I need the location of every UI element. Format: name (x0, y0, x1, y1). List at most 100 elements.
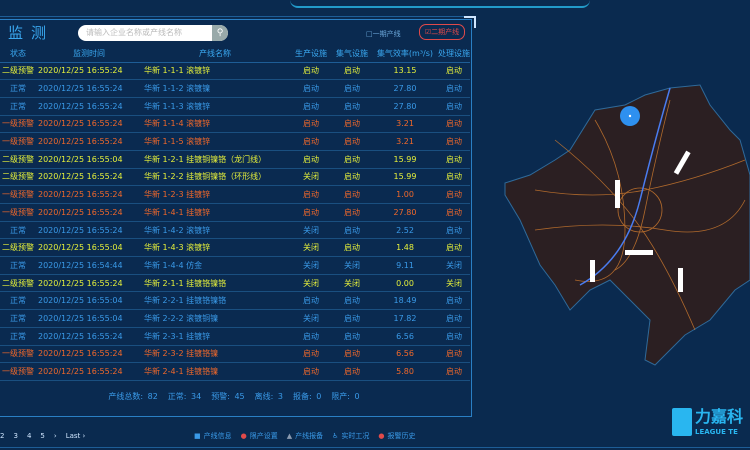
line-name-cell: 华新 1-4-3 滚镀锌 (140, 238, 290, 258)
page-link[interactable]: › (53, 432, 57, 440)
treatment-cell: 启动 (438, 327, 470, 346)
page-link[interactable]: 4 (26, 432, 32, 440)
collection-cell: 启动 (332, 132, 372, 151)
table-row[interactable]: 正常 2020/12/25 16:55:04 华新 2-2-2 滚镀铜镍 关闭 启动 17… (0, 309, 470, 328)
table-row[interactable]: 一级预警 2020/12/25 16:55:24 华新 1-2-3 挂镀锌 启动 启动 1… (0, 185, 470, 204)
phase1-checkbox[interactable]: □一期产线 (366, 30, 401, 38)
time-cell: 2020/12/25 16:55:04 (38, 238, 140, 258)
treatment-cell: 启动 (438, 221, 470, 240)
region-map[interactable] (495, 80, 750, 380)
map-river (579, 87, 671, 286)
legend-item[interactable]: ● 报警历史 (378, 432, 415, 440)
table-row[interactable]: 一级预警 2020/12/25 16:55:24 华新 1-1-5 滚镀锌 启动 启动 3… (0, 132, 470, 151)
efficiency-cell: 27.80 (372, 97, 438, 116)
efficiency-cell: 13.15 (372, 62, 438, 81)
map-road (574, 119, 626, 282)
legend: ■ 产线信息 ● 限产设置 ▲ 产线报备 ♿ 实时工况 ● 报警历史 (194, 431, 425, 441)
table-row[interactable]: 一级预警 2020/12/25 16:55:24 华新 2-3-2 挂镀铬镍 启动 启动… (0, 345, 470, 364)
legend-item[interactable]: ▲ 产线报备 (287, 432, 323, 440)
legend-item[interactable]: ■ 产线信息 (194, 432, 232, 440)
table-row[interactable]: 正常 2020/12/25 16:55:24 华新 1-1-3 滚镀锌 启动 启动 27.… (0, 97, 470, 116)
page-link[interactable]: 5 (40, 432, 45, 440)
table-row[interactable]: 二级预警 2020/12/25 16:55:04 华新 1-2-1 挂镀铜镍铬（龙门… (0, 150, 470, 169)
status-cell: 一级预警 (0, 185, 38, 204)
legend-item[interactable]: ♿ 实时工况 (332, 432, 369, 440)
table-row[interactable]: 正常 2020/12/25 16:55:24 华新 1-1-2 滚镀镍 启动 启动 27.… (0, 79, 470, 98)
table-row[interactable]: 二级预警 2020/12/25 16:55:24 华新 1-1-1 滚镀锌 启动 启动 1… (0, 62, 470, 81)
line-name-cell: 华新 2-3-1 挂镀锌 (140, 327, 290, 346)
line-name-cell: 华新 2-2-1 挂镀铬镍铬 (140, 291, 290, 311)
time-cell: 2020/12/25 16:55:24 (38, 203, 140, 222)
pin-dot (628, 114, 632, 118)
time-cell: 2020/12/25 16:55:24 (38, 362, 140, 381)
table-row[interactable]: 一级预警 2020/12/25 16:55:24 华新 1-4-1 挂镀锌 启动 启动 2… (0, 203, 470, 222)
table-row[interactable]: 正常 2020/12/25 16:54:44 华新 1-4-4 仿金 关闭 关闭 9.11… (0, 256, 470, 275)
monitor-panel: 监测 请输入企业名称或产线名称 ⚲ □一期产线 ☑二期产线 状态 监测时间 产线名称… (0, 16, 476, 440)
collection-cell: 启动 (332, 62, 372, 81)
collection-cell: 启动 (332, 345, 372, 364)
treatment-cell: 启动 (438, 150, 470, 169)
time-cell: 2020/12/25 16:55:24 (38, 97, 140, 116)
status-cell: 一级预警 (0, 345, 38, 364)
treatment-cell: 启动 (438, 309, 470, 328)
summary-bar: 产线总数: 82 正常: 34 预警: 45 离线: 3 报备: 0 限产: 0 (0, 391, 470, 402)
efficiency-cell: 27.80 (372, 79, 438, 98)
status-cell: 二级预警 (0, 168, 38, 187)
legend-item[interactable]: ● 限产设置 (241, 432, 278, 440)
efficiency-cell: 5.80 (372, 362, 438, 381)
triangle-icon: ▲ (286, 432, 293, 440)
map-region (504, 84, 750, 366)
page-link[interactable]: 2 (0, 432, 5, 440)
line-name-cell: 华新 2-4-1 挂镀铬镍 (140, 362, 290, 381)
status-cell: 正常 (0, 256, 38, 275)
table-row[interactable]: 一级预警 2020/12/25 16:55:24 华新 2-4-1 挂镀铬镍 启动 启动… (0, 362, 470, 381)
collection-cell: 启动 (332, 203, 372, 222)
page-link[interactable]: Last › (65, 432, 86, 440)
treatment-cell: 启动 (438, 185, 470, 204)
collection-cell: 启动 (332, 97, 372, 116)
treatment-cell: 启动 (438, 168, 470, 187)
line-name-cell: 华新 1-4-4 仿金 (140, 256, 290, 275)
time-cell: 2020/12/25 16:55:24 (38, 115, 140, 134)
collection-cell: 关闭 (332, 256, 372, 275)
collection-cell: 启动 (332, 291, 372, 311)
time-cell: 2020/12/25 16:55:24 (38, 132, 140, 151)
production-cell: 启动 (290, 345, 332, 364)
table-row[interactable]: 二级预警 2020/12/25 16:55:24 华新 2-1-1 挂镀铬镍铬 关闭关… (0, 274, 470, 293)
line-name-cell: 华新 2-3-2 挂镀铬镍 (140, 345, 290, 364)
status-cell: 正常 (0, 291, 38, 311)
table-row[interactable]: 正常 2020/12/25 16:55:04 华新 2-2-1 挂镀铬镍铬 启动 启动 1… (0, 291, 470, 311)
search-input[interactable]: 请输入企业名称或产线名称 ⚲ (78, 25, 228, 41)
treatment-cell: 启动 (438, 115, 470, 134)
efficiency-cell: 0.00 (372, 274, 438, 293)
table-row[interactable]: 正常 2020/12/25 16:55:24 华新 2-3-1 挂镀锌 启动 启动 6.5… (0, 327, 470, 346)
page-link[interactable]: 3 (13, 432, 18, 440)
square-icon: ■ (194, 432, 201, 440)
logo-text-en: LEAGUE TE (695, 428, 738, 436)
status-cell: 二级预警 (0, 238, 38, 258)
map-markers (590, 150, 691, 292)
column-header: 产线名称 (140, 46, 290, 63)
map-road (554, 139, 696, 331)
monitor-table: 状态 监测时间 产线名称 生产设施 集气设施 集气效率(m³/s) 处理设施 二级预警 202… (0, 46, 470, 381)
table-row[interactable]: 二级预警 2020/12/25 16:55:24 华新 1-2-2 挂镀铜镍铬（环形… (0, 168, 470, 187)
time-cell: 2020/12/25 16:55:24 (38, 79, 140, 98)
status-cell: 一级预警 (0, 132, 38, 151)
phase2-checkbox[interactable]: ☑二期产线 (419, 24, 465, 40)
table-row[interactable]: 二级预警 2020/12/25 16:55:04 华新 1-4-3 滚镀锌 关闭 启动 1… (0, 238, 470, 258)
efficiency-cell: 18.49 (372, 291, 438, 311)
search-icon[interactable]: ⚲ (212, 25, 228, 41)
table-row[interactable]: 一级预警 2020/12/25 16:55:24 华新 1-1-4 滚镀锌 启动 启动 3… (0, 115, 470, 134)
line-name-cell: 华新 1-1-5 滚镀锌 (140, 132, 290, 151)
line-name-cell: 华新 1-1-2 滚镀镍 (140, 79, 290, 98)
time-cell: 2020/12/25 16:55:04 (38, 309, 140, 328)
line-name-cell: 华新 2-2-2 滚镀铜镍 (140, 309, 290, 328)
efficiency-cell: 15.99 (372, 168, 438, 187)
efficiency-cell: 15.99 (372, 150, 438, 169)
production-cell: 启动 (290, 79, 332, 98)
table-row[interactable]: 正常 2020/12/25 16:55:24 华新 1-4-2 滚镀锌 关闭 启动 2.5… (0, 221, 470, 240)
production-cell: 启动 (290, 362, 332, 381)
efficiency-cell: 6.56 (372, 345, 438, 364)
map-marker (615, 180, 620, 208)
production-cell: 关闭 (290, 221, 332, 240)
